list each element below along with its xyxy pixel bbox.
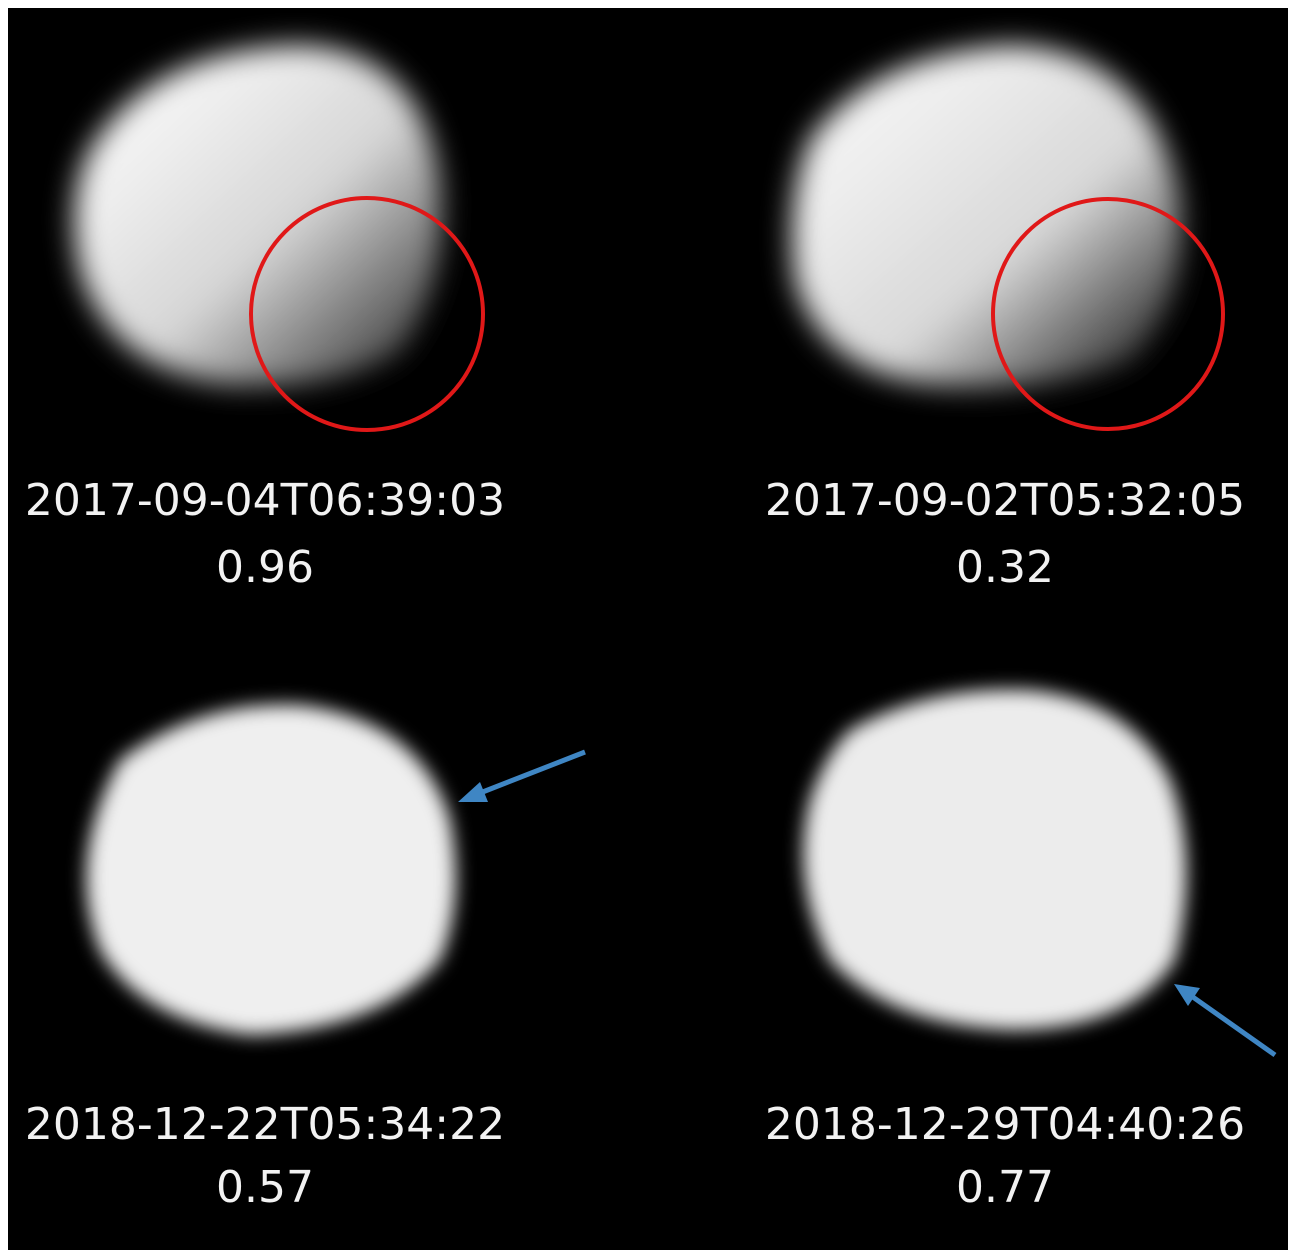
asteroid [74, 45, 442, 386]
timestamp: 2017-09-02T05:32:05 [765, 475, 1245, 526]
arrows [458, 749, 1277, 1058]
timestamp: 2018-12-22T05:34:22 [25, 1099, 505, 1150]
asteroid [792, 45, 1182, 388]
asteroid [86, 704, 456, 1035]
arrow [1188, 992, 1277, 1058]
highlight-circle [991, 197, 1225, 431]
arrow-head [1174, 984, 1200, 1006]
value: 0.77 [956, 1162, 1054, 1213]
asteroid [803, 689, 1187, 1030]
timestamp: 2018-12-29T04:40:26 [765, 1099, 1245, 1150]
value: 0.32 [956, 542, 1054, 593]
images [74, 45, 1187, 1035]
value: 0.57 [216, 1162, 314, 1213]
arrow-head [458, 782, 488, 802]
value: 0.96 [216, 542, 314, 593]
arrow [474, 749, 586, 798]
timestamp: 2017-09-04T06:39:03 [25, 475, 505, 526]
highlight-circle [249, 196, 485, 432]
